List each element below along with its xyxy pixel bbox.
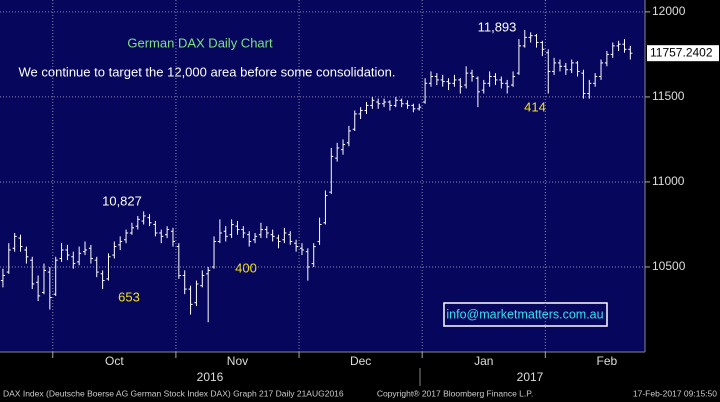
annotation: 653 bbox=[118, 289, 140, 304]
year-label: 2016 bbox=[197, 370, 224, 384]
year-label: 2017 bbox=[517, 370, 544, 384]
annotation: 11,893 bbox=[478, 19, 517, 34]
chart-subtitle: We continue to target the 12,000 area be… bbox=[18, 64, 395, 79]
contact-box bbox=[443, 302, 608, 327]
footer: 17-Feb-2017 09:15:50 bbox=[633, 388, 717, 398]
last-price-box bbox=[647, 45, 719, 62]
y-tick-label: 12000 bbox=[652, 4, 686, 18]
contact: info@marketmatters.com.au bbox=[446, 307, 603, 321]
x-tick-label: Oct bbox=[105, 354, 124, 368]
y-tick-label: 11000 bbox=[652, 174, 685, 188]
x-tick-label: Dec bbox=[350, 354, 371, 368]
annotation: 10,827 bbox=[102, 193, 142, 208]
x-tick-label: Jan bbox=[474, 354, 493, 368]
footer: DAX Index (Deutsche Boerse AG German Sto… bbox=[3, 388, 344, 398]
chart-title: German DAX Daily Chart bbox=[127, 35, 273, 50]
y-tick-label: 10500 bbox=[652, 259, 686, 273]
y-tick-label: 11500 bbox=[652, 89, 685, 103]
annotation: 400 bbox=[235, 260, 257, 275]
footer: Copyright® 2017 Bloomberg Finance L.P. bbox=[377, 388, 533, 398]
x-tick-label: Feb bbox=[597, 354, 618, 368]
annotation: 414 bbox=[524, 99, 546, 114]
x-tick-label: Nov bbox=[227, 354, 248, 368]
plot-background bbox=[0, 0, 645, 352]
last-price: 11757.2402 bbox=[650, 45, 713, 59]
